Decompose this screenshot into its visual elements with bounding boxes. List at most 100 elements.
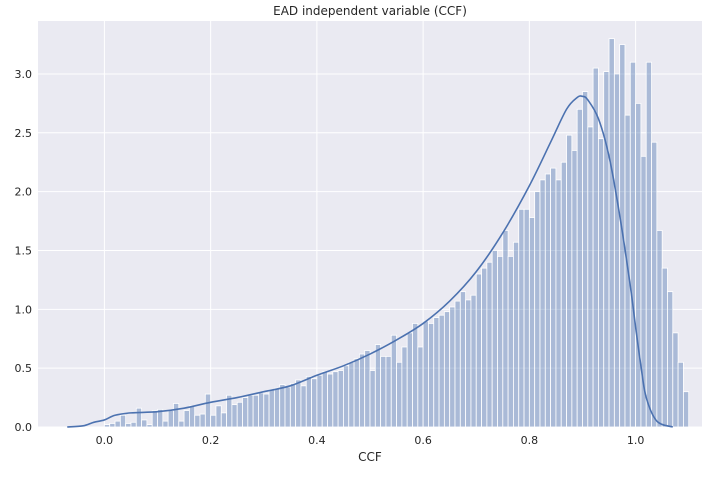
histogram-bar xyxy=(475,273,482,428)
histogram-bar xyxy=(337,370,344,428)
histogram-bar xyxy=(173,403,180,428)
histogram-bar xyxy=(242,397,249,428)
histogram-bar xyxy=(369,370,376,428)
histogram-bar xyxy=(215,405,222,428)
histogram-bar xyxy=(534,191,541,428)
histogram-bar xyxy=(300,385,307,428)
histogram-bar xyxy=(289,383,297,428)
x-tick-label: 0.2 xyxy=(202,434,220,447)
histogram-bar xyxy=(683,391,690,428)
histogram-bar xyxy=(470,294,477,428)
histogram-bar xyxy=(582,91,589,428)
histogram-bar xyxy=(396,361,403,428)
histogram-bar xyxy=(438,314,445,428)
histogram-bar xyxy=(380,355,387,428)
histogram-bar xyxy=(661,267,668,428)
histogram-bar xyxy=(481,267,488,428)
histogram-bar xyxy=(311,378,318,428)
histogram-bar xyxy=(449,306,456,428)
histogram-bar xyxy=(459,291,467,428)
histogram-bar xyxy=(316,374,323,428)
y-tick-label: 1.0 xyxy=(15,303,33,316)
x-tick-label: 0.6 xyxy=(414,434,432,447)
histogram-bar xyxy=(443,311,451,428)
histogram-bar xyxy=(433,317,440,428)
histogram-bar xyxy=(332,371,339,428)
y-tick-label: 2.5 xyxy=(15,127,33,140)
x-axis-label: CCF xyxy=(358,450,382,464)
histogram-bar xyxy=(104,424,111,428)
histogram-bar xyxy=(555,179,562,428)
histogram-bar xyxy=(295,379,302,428)
histogram-bar xyxy=(327,373,334,428)
histogram-bar xyxy=(491,250,498,428)
histogram-bar xyxy=(550,167,557,428)
histogram-bar xyxy=(343,365,350,428)
histogram-bar xyxy=(406,332,413,428)
x-tick-label: 0.4 xyxy=(308,434,326,447)
histogram-bar xyxy=(656,230,663,428)
histogram-bar xyxy=(513,241,520,428)
histogram-bar xyxy=(178,420,185,428)
histogram-bar xyxy=(146,424,153,428)
y-tick-label: 0.5 xyxy=(15,362,33,375)
histogram-bar xyxy=(231,404,238,428)
histogram-bar xyxy=(465,299,472,428)
histogram-bar xyxy=(608,38,615,428)
chart-title: EAD independent variable (CCF) xyxy=(273,4,467,18)
x-tick-label: 0.0 xyxy=(96,434,114,447)
histogram-bar xyxy=(135,407,142,428)
histogram-bar xyxy=(422,320,429,428)
histogram-bar xyxy=(268,388,275,428)
histogram-bar xyxy=(454,300,461,428)
histogram-bar xyxy=(199,413,206,428)
y-tick-labels: 0.0 0.5 1.0 1.5 2.0 2.5 3.0 xyxy=(15,68,33,434)
histogram-bar xyxy=(390,334,397,428)
histogram-bar xyxy=(188,405,196,428)
histogram-bar xyxy=(677,361,684,428)
histogram-bar xyxy=(321,371,328,428)
histogram-bar xyxy=(667,291,674,428)
histogram-bar xyxy=(109,423,116,428)
histogram-bar xyxy=(279,384,286,428)
histogram-bar xyxy=(412,323,419,428)
histogram-bar xyxy=(672,332,679,428)
histogram-bar xyxy=(130,421,137,428)
histogram-bar xyxy=(151,410,158,428)
kde-line xyxy=(67,95,674,428)
histogram-bar xyxy=(566,134,573,428)
histogram-bar xyxy=(141,419,148,428)
histogram-bar xyxy=(502,230,509,428)
histogram-bar xyxy=(263,393,270,428)
y-tick-label: 0.0 xyxy=(15,421,33,434)
histogram-bar xyxy=(210,414,217,428)
histogram-bar xyxy=(353,358,360,428)
y-tick-label: 3.0 xyxy=(15,68,33,81)
histogram-bar xyxy=(507,255,514,428)
histogram-bar xyxy=(220,412,227,428)
histogram-bar xyxy=(385,355,392,428)
histogram-bar xyxy=(587,126,594,428)
x-tick-label: 1.0 xyxy=(627,434,645,447)
histogram-bar xyxy=(523,208,530,428)
x-tick-labels: 0.0 0.2 0.4 0.6 0.8 1.0 xyxy=(96,434,645,447)
histogram-bar xyxy=(157,408,164,428)
histogram-bar xyxy=(401,346,408,428)
histogram-bar xyxy=(194,414,201,428)
histogram-bar xyxy=(571,150,578,428)
histogram-bar xyxy=(560,161,567,428)
histogram-bar xyxy=(592,67,599,428)
histogram-bar xyxy=(544,173,552,428)
histogram-bar xyxy=(428,323,435,428)
histogram-bar xyxy=(273,387,281,428)
histogram-bar xyxy=(603,71,610,428)
histogram-bar xyxy=(486,261,493,428)
histogram-bar xyxy=(518,208,525,428)
histogram-bar xyxy=(645,61,652,428)
histogram-bar xyxy=(162,420,169,428)
histogram-bar xyxy=(252,394,259,428)
y-tick-label: 1.5 xyxy=(15,244,33,257)
histogram-bar xyxy=(358,353,366,428)
histogram-bar xyxy=(417,346,424,428)
